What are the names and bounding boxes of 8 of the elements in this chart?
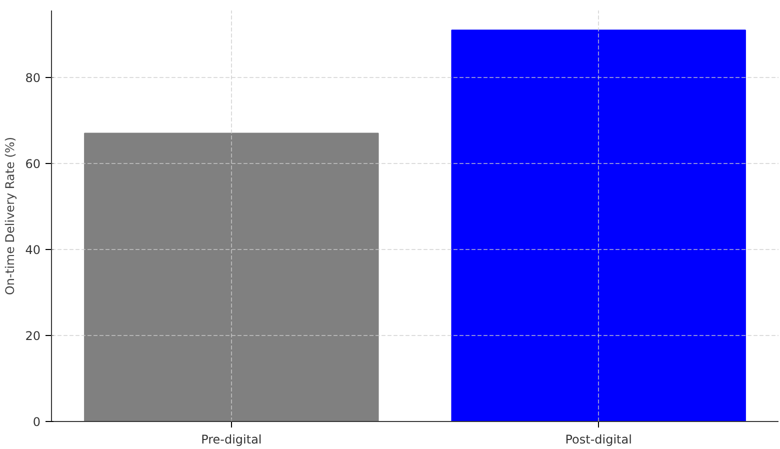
- y-axis-title: On-time Delivery Rate (%): [3, 136, 18, 296]
- y-tick-label: 0: [32, 415, 41, 429]
- y-tick-label: 60: [25, 156, 41, 171]
- y-tick-label: 80: [25, 70, 41, 85]
- y-tick-label: 20: [25, 328, 41, 343]
- y-tick-label: 40: [25, 242, 41, 257]
- x-tick-label: Post-digital: [565, 432, 632, 446]
- x-tick-label: Pre-digital: [201, 432, 262, 446]
